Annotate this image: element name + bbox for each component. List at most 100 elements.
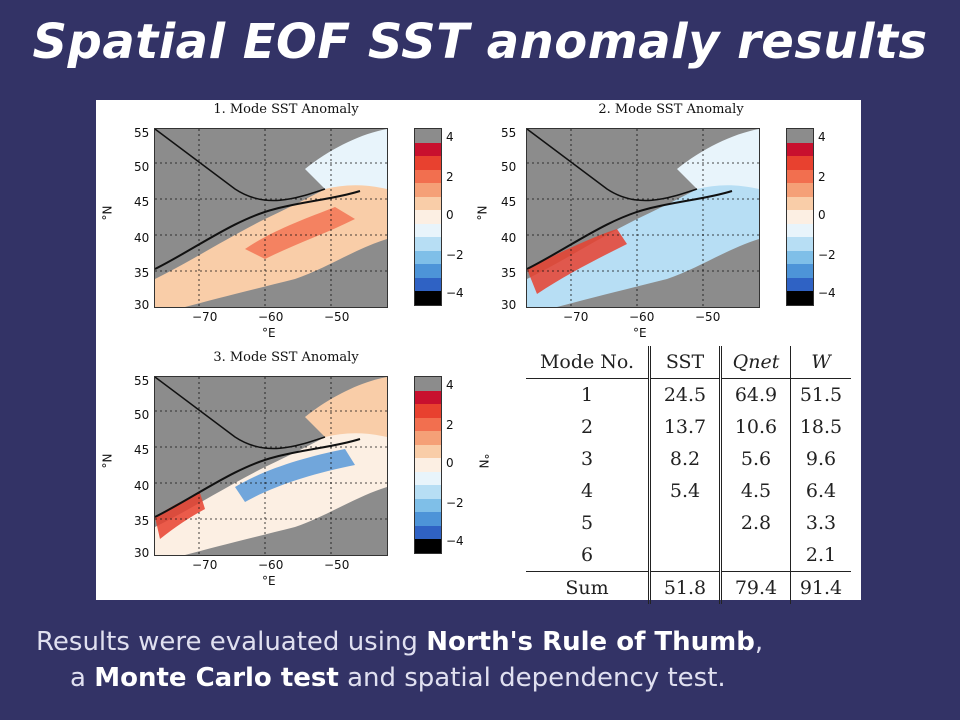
colorbar-swatch <box>415 431 441 445</box>
colorbar-tick: −4 <box>446 534 464 548</box>
colorbar-swatch <box>415 390 441 405</box>
caption-line2-pre: a <box>70 663 95 693</box>
colorbar-swatch <box>787 183 813 197</box>
colorbar-swatch <box>415 250 441 265</box>
sum-label: Sum <box>526 571 651 604</box>
y-tick: 40 <box>134 479 150 493</box>
colorbar-swatch <box>415 417 441 432</box>
caption-line1-post: , <box>754 627 764 657</box>
y-tick: 55 <box>134 374 150 388</box>
caption-line1-pre: Results were evaluated using <box>36 627 427 657</box>
colorbar-swatch <box>415 498 441 513</box>
colorbar-swatch <box>787 277 813 292</box>
x-axis-label: °E <box>262 574 276 588</box>
table-sum-row: Sum 51.8 79.4 91.4 <box>526 571 851 604</box>
table-cell: 5 <box>526 507 651 539</box>
y-tick: 50 <box>134 408 150 422</box>
table-header-row: Mode No. SST Qnet W <box>526 346 851 379</box>
x-tick: −50 <box>695 310 721 324</box>
table-cell <box>649 539 722 572</box>
y-tick: 30 <box>501 298 517 312</box>
colorbar-tick: −2 <box>818 248 836 262</box>
colorbar-tick: −4 <box>818 286 836 300</box>
results-caption: Results were evaluated using North's Rul… <box>36 624 936 696</box>
table-cell: 4.5 <box>720 475 791 507</box>
y-tick: 35 <box>134 266 150 280</box>
colorbar-swatch <box>415 404 441 418</box>
colorbar-swatch <box>415 485 441 499</box>
table-cell: 2.8 <box>720 507 791 539</box>
colorbar-tick: 2 <box>446 418 454 432</box>
header-sst: SST <box>649 346 722 379</box>
x-tick: −50 <box>324 310 350 324</box>
x-tick: −60 <box>258 310 284 324</box>
y-tick: 50 <box>501 160 517 174</box>
mode-3-panel: 3. Mode SST Anomaly 55 50 45 40 <box>96 348 516 600</box>
table-cell: 3 <box>526 443 651 475</box>
colorbar-swatch <box>415 291 441 305</box>
eof-figure: 1. Mode SST Anomaly 55 50 45 40 35 3 <box>96 100 861 604</box>
table-cell: 2.1 <box>805 544 837 566</box>
table-cell: 13.7 <box>649 411 722 443</box>
colorbar-swatch <box>415 264 441 278</box>
y-axis-label-right: °N <box>476 453 491 469</box>
caption-line2: a Monte Carlo test and spatial dependenc… <box>36 660 936 696</box>
header-mode: Mode No. <box>526 346 651 379</box>
colorbar-swatch <box>415 142 441 157</box>
table-cell: 6 <box>526 539 651 572</box>
mode-1-title: 1. Mode SST Anomaly <box>213 102 359 117</box>
mode-2-colorbar <box>786 128 814 306</box>
colorbar-swatch <box>415 444 441 459</box>
colorbar-swatch <box>415 539 441 553</box>
colorbar-swatch <box>415 156 441 170</box>
table-cell: 64.9 <box>720 378 791 411</box>
x-tick: −70 <box>192 558 218 572</box>
colorbar-tick: 0 <box>818 208 826 222</box>
colorbar-swatch <box>787 223 813 238</box>
colorbar-tick: 2 <box>446 170 454 184</box>
colorbar-swatch <box>415 377 441 391</box>
colorbar-tick: −4 <box>446 286 464 300</box>
header-qnet: Qnet <box>720 346 791 379</box>
mode-3-map-graphic <box>155 377 387 555</box>
colorbar-swatch <box>787 129 813 143</box>
colorbar-swatch <box>787 250 813 265</box>
colorbar-swatch <box>787 291 813 305</box>
explained-variance-table: Mode No. SST Qnet W 1 24.5 64.9 51.5 2 13.7 10… <box>526 346 851 604</box>
colorbar-tick: 2 <box>818 170 826 184</box>
colorbar-tick: 4 <box>446 130 454 144</box>
x-tick: −50 <box>324 558 350 572</box>
colorbar-swatch <box>415 223 441 238</box>
mode-1-panel: 1. Mode SST Anomaly 55 50 45 40 35 3 <box>96 100 476 345</box>
table-cell <box>720 539 791 572</box>
mode-2-title: 2. Mode SST Anomaly <box>598 102 744 117</box>
colorbar-swatch <box>787 210 813 224</box>
y-tick: 40 <box>501 231 517 245</box>
y-tick: 40 <box>134 231 150 245</box>
colorbar-swatch <box>415 129 441 143</box>
table-cell: 1 <box>526 378 651 411</box>
x-tick: −70 <box>563 310 589 324</box>
colorbar-swatch <box>415 471 441 486</box>
caption-north-rule: North's Rule of Thumb <box>426 627 755 657</box>
y-tick: 45 <box>134 443 150 457</box>
table-cell: 2 <box>526 411 651 443</box>
table-cell: 8.2 <box>649 443 722 475</box>
mode-1-colorbar <box>414 128 442 306</box>
table-row: 5 2.8 3.3 <box>526 507 851 539</box>
table-row: 4 5.4 4.5 6.4 <box>526 475 851 507</box>
colorbar-swatch <box>415 169 441 184</box>
mode-3-title: 3. Mode SST Anomaly <box>213 350 359 365</box>
colorbar-swatch <box>415 196 441 211</box>
colorbar-swatch <box>787 169 813 184</box>
colorbar-tick: 4 <box>818 130 826 144</box>
sum-qnet: 79.4 <box>720 571 791 604</box>
slide-title: Spatial EOF SST anomaly results <box>32 14 928 70</box>
table-row: 1 24.5 64.9 51.5 <box>526 378 851 411</box>
y-axis-label: °N <box>100 453 115 469</box>
table-cell: 4 <box>526 475 651 507</box>
mode-3-map <box>154 376 388 556</box>
y-axis-label: °N <box>475 205 490 221</box>
y-tick: 45 <box>134 195 150 209</box>
table-row: 3 8.2 5.6 9.6 <box>526 443 851 475</box>
